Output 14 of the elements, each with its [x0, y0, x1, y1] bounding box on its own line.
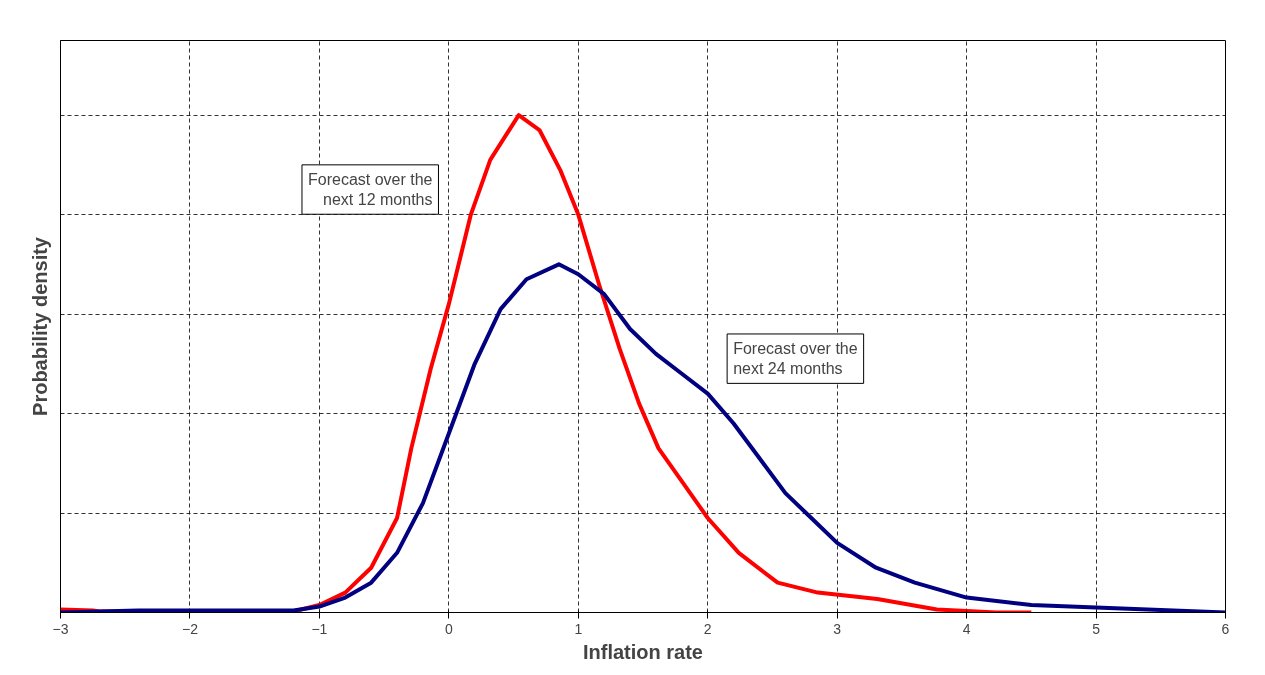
x-tick-label: 1	[574, 620, 583, 637]
x-tick-label: −2	[181, 620, 199, 637]
text: Forecast over the next 12 months	[307, 170, 433, 209]
x-tick-label: −3	[52, 620, 69, 637]
x-tick-label: 6	[1221, 620, 1230, 637]
x-axis-title: Inflation rate	[583, 640, 704, 663]
x-tick-label: −1	[311, 620, 328, 637]
x-tick-label: 0	[444, 620, 453, 637]
series-label: Forecast over the next 24 months	[733, 339, 858, 378]
x-tick-label: 4	[962, 620, 971, 637]
x-tick-label: 2	[703, 620, 712, 637]
x-tick-label: 5	[1092, 620, 1101, 637]
x-tick-label: 3	[833, 620, 842, 637]
y-axis-title: Probability density	[28, 236, 51, 416]
